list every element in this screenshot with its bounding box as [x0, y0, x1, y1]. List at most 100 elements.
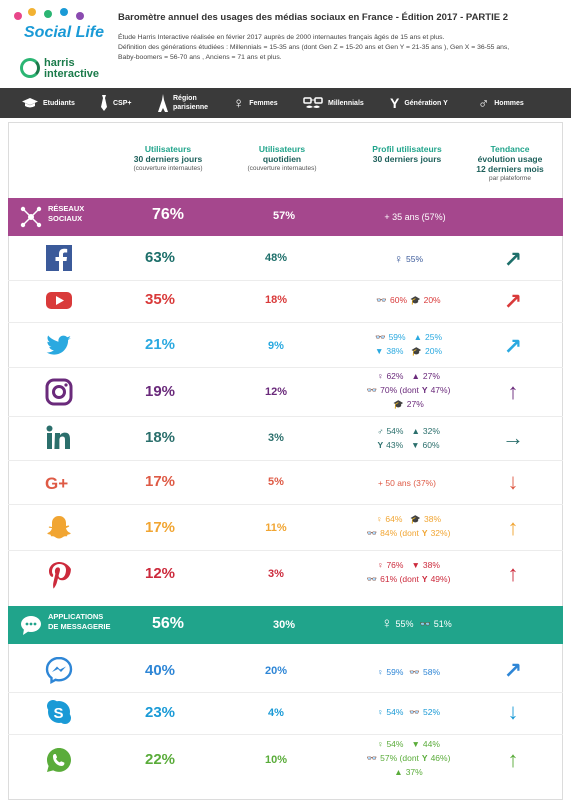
- legend-region-line2: parisienne: [173, 104, 208, 111]
- row-separator: [8, 367, 563, 368]
- googleplus-daily-value: 5%: [226, 476, 326, 488]
- messagerie-label-line1: APPLICATIONS: [48, 612, 111, 622]
- messagerie-label: APPLICATIONS DE MESSAGERIE: [48, 612, 111, 632]
- pinterest-daily-value: 3%: [226, 568, 326, 580]
- youtube-30days-value: 35%: [112, 291, 208, 308]
- messagerie-30days-value: 56%: [120, 615, 216, 633]
- glasses-mustache-icon: [303, 97, 323, 109]
- twitter-daily-value: 9%: [226, 340, 326, 352]
- legend-hommes: ♂ Hommes: [478, 88, 524, 118]
- social-life-logo-text: Social Life: [24, 24, 104, 42]
- messagerie-daily-value: 30%: [234, 619, 334, 631]
- whatsapp-trend-up-icon: ↑: [498, 745, 528, 775]
- eiffel-tower-icon: ▲: [411, 369, 419, 383]
- instagram-profile-etudiants: 27%: [407, 397, 424, 411]
- legend-csp: CSP+: [100, 88, 131, 118]
- whatsapp-profile-millennials: 57% (dont: [380, 751, 419, 765]
- messenger-icon: [44, 655, 74, 685]
- col-header-30days: Utilisateurs 30 derniers jours (couvertu…: [112, 144, 224, 174]
- twitter-icon: [44, 330, 74, 360]
- col2-sub: (couverture internautes): [230, 164, 334, 174]
- googleplus-trend-down-icon: ↓: [498, 467, 528, 497]
- col1-title-line1: Utilisateurs: [112, 144, 224, 154]
- desc-line-3: Baby-boomers = 56-70 ans , Anciens = 71 …: [118, 53, 558, 63]
- googleplus-profile-text: + 50 ans (37%): [344, 476, 470, 490]
- glasses-mustache-icon: 👓: [375, 330, 386, 344]
- row-separator: [8, 734, 563, 735]
- instagram-daily-value: 12%: [226, 386, 326, 398]
- tie-icon: ▼: [411, 438, 419, 452]
- legend-femmes-label: Femmes: [249, 100, 277, 107]
- header: Social Life harris interactive Baromètre…: [0, 0, 571, 88]
- reseaux-sociaux-label: RÉSEAUX SOCIAUX: [48, 204, 84, 224]
- reseaux-label-line1: RÉSEAUX: [48, 204, 84, 214]
- skype-profile-femmes: 54%: [386, 705, 403, 719]
- col3-title-line1: Profil utilisateurs: [344, 144, 470, 154]
- skype-trend-down-icon: ↓: [498, 697, 528, 727]
- eiffel-tower-icon: ▲: [414, 330, 422, 344]
- googleplus-profile: + 50 ans (37%): [344, 476, 470, 490]
- col4-title-line3: 12 derniers mois: [460, 164, 560, 174]
- harris-mark-icon: [20, 58, 40, 78]
- pinterest-profile: ♀ 76% ▼ 38% 👓 61% (dont Y 49%): [344, 558, 470, 586]
- whatsapp-profile: ♀ 54% ▼ 44% 👓 57% (dont Y 46%) ▲ 37%: [344, 737, 470, 779]
- col4-title-line2: évolution usage: [460, 154, 560, 164]
- youtube-trend-up-right-icon: ↗: [498, 287, 528, 317]
- reseaux-30days-value: 76%: [120, 206, 216, 224]
- legend-geny: Y Génération Y: [390, 88, 448, 118]
- youtube-profile-etudiants: 20%: [424, 293, 441, 307]
- whatsapp-profile-femmes: 54%: [386, 737, 403, 751]
- whatsapp-daily-value: 10%: [226, 754, 326, 766]
- whatsapp-profile-csp: 44%: [423, 737, 440, 751]
- pinterest-30days-value: 12%: [112, 565, 208, 582]
- twitter-profile-region: 25%: [425, 330, 442, 344]
- col-header-profile: Profil utilisateurs 30 derniers jours: [344, 144, 470, 164]
- female-icon: ♀: [377, 558, 383, 572]
- legend-femmes: ♀ Femmes: [233, 88, 278, 118]
- instagram-profile-millennials: 70% (dont: [380, 383, 419, 397]
- gen-y-icon: Y: [422, 383, 428, 397]
- reseaux-sociaux-band: RÉSEAUX SOCIAUX 76% 57% + 35 ans (57%): [8, 198, 563, 236]
- instagram-profile-region: 27%: [423, 369, 440, 383]
- facebook-profile: ♀ 55%: [344, 252, 470, 266]
- linkedin-profile-geny: 43%: [386, 438, 403, 452]
- gen-y-icon: Y: [422, 526, 428, 540]
- female-icon: ♀: [377, 369, 383, 383]
- snapchat-daily-value: 11%: [226, 522, 326, 534]
- svg-text:G+: G+: [45, 474, 68, 493]
- harris-logo: harris interactive: [20, 58, 110, 82]
- youtube-profile: 👓 60% 🎓 20%: [344, 293, 470, 307]
- pinterest-profile-csp: 38%: [423, 558, 440, 572]
- messagerie-profile-femmes: 55%: [396, 617, 414, 631]
- youtube-icon: [44, 285, 74, 315]
- desc-line-2: Définition des générations étudiées : Mi…: [118, 43, 558, 53]
- legend-hommes-label: Hommes: [494, 100, 524, 107]
- glasses-mustache-icon: 👓: [367, 572, 378, 586]
- messagerie-label-line2: DE MESSAGERIE: [48, 622, 111, 632]
- network-icon: [20, 206, 42, 228]
- row-separator: [8, 280, 563, 281]
- col-header-trend: Tendance évolution usage 12 derniers moi…: [460, 144, 560, 184]
- linkedin-30days-value: 18%: [112, 429, 208, 446]
- legend-geny-label: Génération Y: [404, 100, 447, 107]
- snapchat-profile-millennials: 84% (dont: [380, 526, 419, 540]
- linkedin-icon: [44, 423, 74, 453]
- male-icon: ♂: [377, 424, 383, 438]
- legend-region-line1: Région: [173, 95, 197, 102]
- gen-y-icon: Y: [422, 572, 428, 586]
- reseaux-label-line2: SOCIAUX: [48, 214, 84, 224]
- linkedin-profile-hommes: 54%: [386, 424, 403, 438]
- col1-sub: (couverture internautes): [112, 164, 224, 174]
- snapchat-profile: ♀ 64% 🎓 38% 👓 84% (dont Y 32%): [344, 512, 470, 540]
- whatsapp-30days-value: 22%: [112, 751, 208, 768]
- skype-profile: ♀ 54% 👓 52%: [344, 705, 470, 719]
- messenger-trend-up-right-icon: ↗: [498, 656, 528, 686]
- instagram-icon: [44, 377, 74, 407]
- youtube-profile-millennials: 60%: [390, 293, 407, 307]
- messagerie-profile: ♀ 55% 👓 51%: [352, 617, 478, 631]
- study-description: Étude Harris Interactive réalisée en fév…: [118, 33, 558, 63]
- google-plus-icon: G+: [44, 467, 74, 497]
- glasses-mustache-icon: 👓: [367, 383, 378, 397]
- instagram-trend-up-icon: ↑: [498, 377, 528, 407]
- legend-bar: Etudiants CSP+ Région parisienne ♀ Femmes…: [0, 88, 571, 118]
